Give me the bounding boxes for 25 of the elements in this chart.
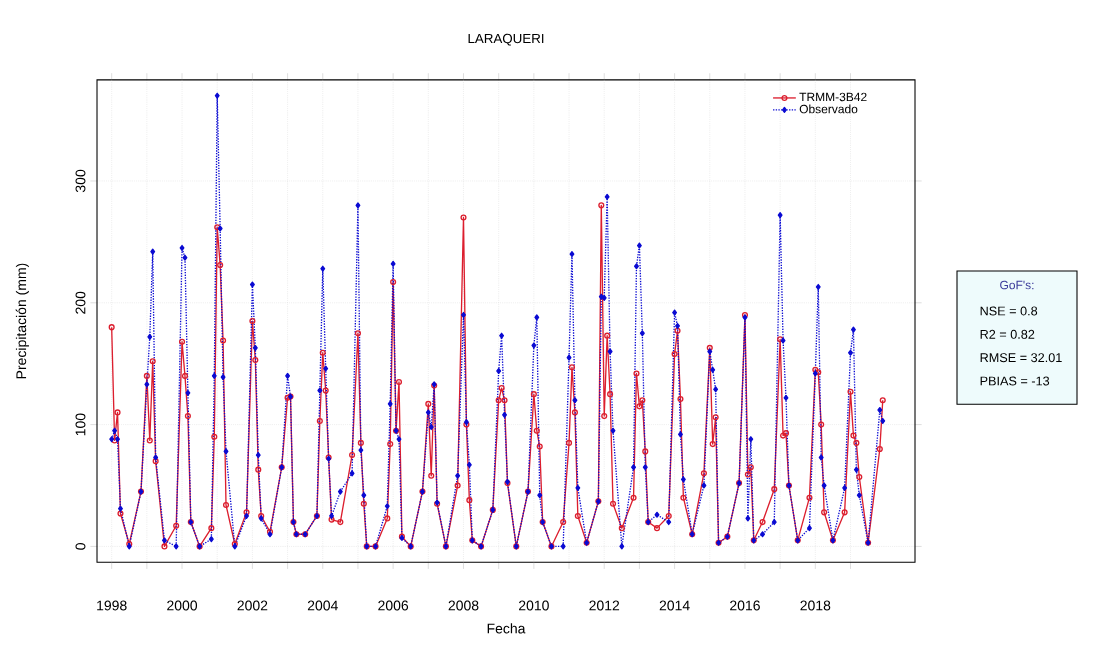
x-tick-label: 2014 [659, 600, 690, 611]
x-axis-title: Fecha [487, 623, 526, 634]
x-tick-label: 2008 [448, 600, 479, 611]
x-tick-label: 2018 [800, 600, 831, 611]
chart-title: LARAQUERI [468, 33, 544, 46]
x-tick-label: 2000 [167, 600, 198, 611]
legend-label: Observado [799, 104, 858, 114]
x-tick-label: 2010 [519, 600, 549, 611]
text: RMSE = 32.01 [980, 353, 1062, 363]
x-tick-label: 2012 [589, 600, 620, 611]
text: GoF's: [1000, 280, 1034, 290]
y-tick-label: 100 [75, 413, 86, 436]
x-tick-label: 2016 [730, 600, 760, 611]
legend-label: TRMM-3B42 [799, 92, 867, 102]
y-tick-label: 0 [75, 543, 86, 550]
x-tick-label: 1998 [97, 600, 127, 611]
text: R2 = 0.82 [980, 329, 1035, 339]
y-axis-title: Precipitación (mm) [15, 263, 29, 379]
x-tick-label: 2002 [237, 600, 268, 611]
x-tick-label: 2004 [307, 600, 338, 611]
x-tick-label: 2006 [378, 600, 409, 611]
text: PBIAS = -13 [980, 376, 1050, 386]
y-tick-label: 300 [75, 169, 86, 193]
y-tick-label: 200 [75, 291, 86, 314]
text: NSE = 0.8 [980, 306, 1038, 316]
